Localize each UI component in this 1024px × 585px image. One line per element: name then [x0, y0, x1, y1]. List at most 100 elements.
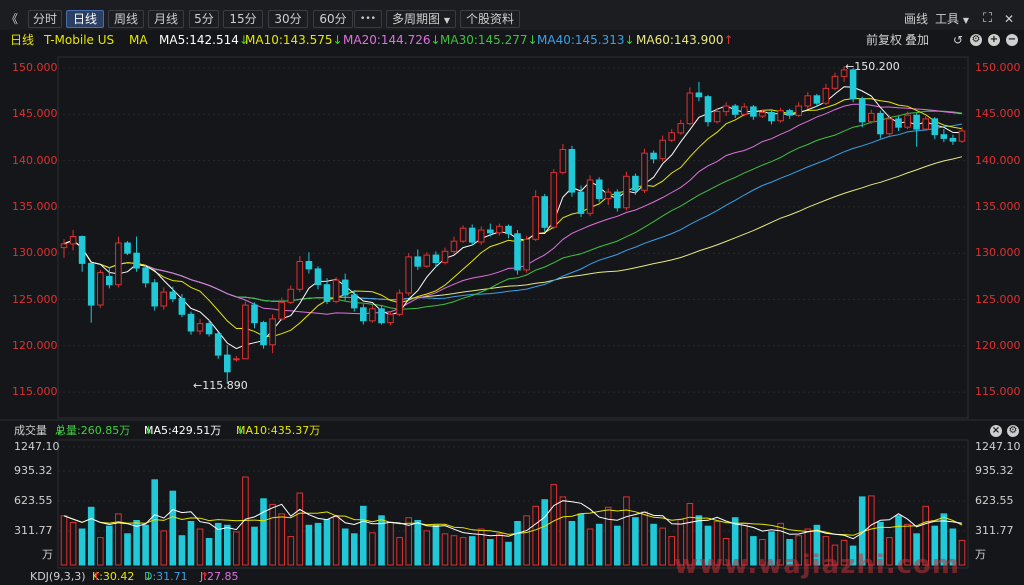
ma20-line [63, 103, 963, 315]
price-tick-right-4: 130.000 [975, 246, 1021, 260]
volume-bar [69, 521, 77, 566]
watermark: www.wajiazhi.com [674, 550, 961, 580]
candle-body [632, 175, 639, 191]
fullscreen-icon[interactable]: ✕ [1004, 12, 1015, 26]
candle-body [242, 304, 249, 360]
candle-body [60, 243, 68, 249]
volume-tick-right-1: 935.32 [975, 464, 1014, 477]
multi-period-dropdown[interactable]: 多周期图 ▼ [386, 10, 456, 28]
period-tab-5[interactable]: 15分 [223, 10, 263, 28]
candle-body [287, 288, 295, 303]
volume-bar [532, 505, 540, 566]
candle-body [858, 98, 866, 123]
volume-bar [468, 536, 476, 566]
volume-bar [659, 527, 667, 566]
candle-body [396, 292, 403, 315]
volume-bar [251, 526, 258, 566]
overlay-button[interactable]: 叠加 [905, 33, 930, 47]
candle-body [659, 139, 667, 160]
period-tab-2[interactable]: 周线 [108, 10, 144, 28]
volume-bar [106, 525, 113, 566]
candle-body [940, 134, 948, 139]
price-adjust-button[interactable]: 前复权 [866, 33, 903, 47]
period-tab-6[interactable]: 30分 [268, 10, 308, 28]
candle-body [260, 322, 267, 346]
candle-body [423, 254, 431, 267]
volume-tick-left-1: 935.32 [14, 464, 53, 477]
candle-body [686, 92, 694, 125]
volume-bar [260, 498, 267, 566]
low-value: 115.890 [202, 379, 248, 392]
volume-bar [568, 521, 576, 566]
volume-bar [287, 536, 295, 566]
volume-bar [904, 523, 911, 566]
candle-body [677, 123, 685, 134]
volume-bar [940, 513, 948, 566]
period-tab-7[interactable]: 60分 [313, 10, 353, 28]
volume-bar [214, 522, 222, 566]
volume-unit-right: 万 [975, 548, 986, 561]
minimize-icon[interactable]: − [1006, 34, 1018, 46]
add-icon[interactable]: + [988, 34, 1000, 46]
volume-bar [786, 539, 793, 566]
ma-title[interactable]: MA [129, 33, 148, 47]
candle-body [668, 132, 676, 141]
volume-bar [87, 506, 95, 566]
ma-item-4: MA40:145.313↓ [537, 33, 635, 47]
expand-icon[interactable]: ⛶ [983, 11, 993, 26]
volume-bar [305, 524, 313, 566]
volume-bar [387, 521, 394, 566]
undo-icon[interactable]: ↺ [952, 33, 964, 47]
volume-bar [97, 537, 104, 566]
volume-bar [414, 520, 421, 566]
volume-bar [151, 479, 158, 566]
candle-body [369, 308, 376, 322]
volume-tick-right-0: 1247.10 [975, 440, 1021, 453]
volume-settings-icon[interactable]: ⚙ [1007, 425, 1019, 437]
volume-bar [450, 535, 458, 566]
candle-body [523, 238, 530, 271]
high-value: 150.200 [854, 60, 900, 73]
collapse-icon[interactable]: 《 [6, 12, 19, 26]
period-tab-1[interactable]: 日线 [66, 10, 104, 28]
candle-body [124, 242, 131, 254]
volume-tick-right-3: 311.77 [975, 524, 1014, 537]
ma40-line [63, 123, 963, 302]
volume-bar [641, 511, 648, 566]
candle-body [541, 196, 549, 228]
volume-bar [196, 528, 204, 566]
period-tab-4[interactable]: 5分 [189, 10, 219, 28]
candle-body [378, 308, 385, 324]
volume-bar [178, 535, 186, 566]
candle-body [849, 69, 857, 100]
volume-bar [205, 538, 213, 566]
candle-body [623, 175, 630, 209]
candle-body [496, 225, 503, 234]
candle-body [931, 118, 939, 136]
period-tab-0[interactable]: 分时 [28, 10, 62, 28]
volume-bar [169, 490, 177, 566]
candle-body [840, 69, 848, 77]
settings-icon[interactable]: ⚙ [970, 34, 982, 46]
candle-body [704, 96, 712, 123]
candle-body [604, 191, 612, 200]
volume-bar [686, 503, 694, 566]
tools-dropdown[interactable]: 工具 ▼ [935, 10, 969, 30]
price-tick-right-7: 115.000 [975, 385, 1021, 399]
volume-tick-right-2: 623.55 [975, 494, 1014, 507]
candle-body [468, 227, 476, 243]
candle-body [722, 105, 730, 113]
candle-body [641, 152, 648, 191]
volume-tick-left-2: 623.55 [14, 494, 53, 507]
draw-line-button[interactable]: 画线 [904, 12, 929, 26]
period-tab-3[interactable]: 月线 [148, 10, 184, 28]
ma-legend-bar: 日线 T-Mobile US MA MA5:142.514↓ MA10:143.5… [0, 31, 1024, 49]
close-volume-icon[interactable]: × [990, 425, 1002, 437]
volume-bar [269, 503, 276, 566]
volume-bar [831, 544, 839, 566]
stock-name: T-Mobile US [44, 33, 115, 47]
more-periods-button[interactable]: ••• [354, 10, 382, 28]
stock-info-button[interactable]: 个股资料 [460, 10, 520, 28]
candle-body [387, 313, 394, 324]
